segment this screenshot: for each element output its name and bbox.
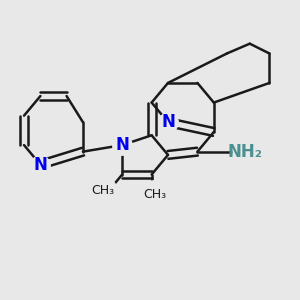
- Text: CH₃: CH₃: [143, 188, 167, 201]
- Text: NH₂: NH₂: [227, 142, 262, 160]
- Text: N: N: [115, 136, 129, 154]
- Text: CH₃: CH₃: [91, 184, 114, 197]
- Text: N: N: [34, 156, 47, 174]
- Text: N: N: [161, 113, 175, 131]
